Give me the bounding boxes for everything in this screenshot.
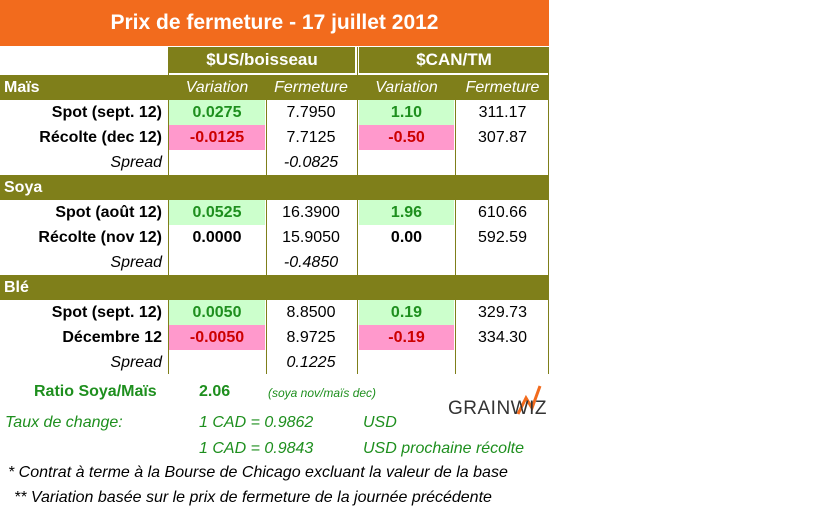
can-variation: -0.50 <box>359 125 454 150</box>
table-row: Spot (août 12) 0.0525 16.3900 1.96 610.6… <box>0 200 549 225</box>
subheader-us-fermeture: Fermeture <box>274 78 348 96</box>
exchange-unit2: USD prochaine récolte <box>363 440 524 457</box>
spread-value: -0.0825 <box>283 153 339 171</box>
grid-line <box>455 75 456 374</box>
row-label: Spot (août 12) <box>55 203 162 221</box>
us-variation: 0.0525 <box>169 200 265 225</box>
row-label: Décembre 12 <box>62 328 162 346</box>
table-row: Récolte (nov 12) 0.0000 15.9050 0.00 592… <box>0 225 549 250</box>
grid-line <box>266 75 267 374</box>
row-label: Récolte (dec 12) <box>39 128 162 146</box>
section-row-ble: Blé <box>0 275 549 300</box>
can-variation: 0.19 <box>359 300 454 325</box>
us-variation: -0.0125 <box>169 125 265 150</box>
ratio-value: 2.06 <box>199 383 231 400</box>
row-label: Spot (sept. 12) <box>51 103 162 121</box>
header-can: $CAN/TM <box>359 47 549 73</box>
us-variation: -0.0050 <box>169 325 265 350</box>
table-row: Récolte (dec 12) -0.0125 7.7125 -0.50 30… <box>0 125 549 150</box>
us-variation: 0.0000 <box>192 228 242 246</box>
can-close: 329.73 <box>478 303 527 321</box>
us-variation: 0.0275 <box>169 100 265 125</box>
us-close: 8.9725 <box>286 328 336 346</box>
section-row-mais: Maïs Variation Fermeture Variation Ferme… <box>0 75 549 100</box>
spread-label: Spread <box>110 353 162 371</box>
table-row: Spot (sept. 12) 0.0050 8.8500 0.19 329.7… <box>0 300 549 325</box>
spread-label: Spread <box>110 253 162 271</box>
footnote-2: ** Variation basée sur le prix de fermet… <box>14 489 492 506</box>
header-us: $US/boisseau <box>169 47 355 73</box>
exchange-line1: 1 CAD = 0.9862 <box>199 414 314 431</box>
table-row: Décembre 12 -0.0050 8.9725 -0.19 334.30 <box>0 325 549 350</box>
us-close: 8.8500 <box>286 303 336 321</box>
grid-line <box>168 47 169 374</box>
ratio-label: Ratio Soya/Maïs <box>34 383 157 400</box>
can-close: 307.87 <box>478 128 527 146</box>
can-close: 311.17 <box>478 103 527 121</box>
table-row: Spot (sept. 12) 0.0275 7.7950 1.10 311.1… <box>0 100 549 125</box>
spread-row: Spread 0.1225 <box>0 350 549 375</box>
row-label: Spot (sept. 12) <box>51 303 162 321</box>
can-close: 592.59 <box>478 228 527 246</box>
ratio-note: (soya nov/maïs dec) <box>268 386 377 400</box>
exchange-line2: 1 CAD = 0.9843 <box>199 440 314 457</box>
can-variation: -0.19 <box>359 325 454 350</box>
spread-row: Spread -0.4850 <box>0 250 549 275</box>
can-variation: 1.96 <box>359 200 454 225</box>
spread-row: Spread -0.0825 <box>0 150 549 175</box>
grainwiz-logo: GRAINWIZ <box>448 384 548 424</box>
exchange-unit1: USD <box>363 414 397 431</box>
us-close: 7.7950 <box>286 103 336 121</box>
us-close: 16.3900 <box>282 203 340 221</box>
logo-text: GRAINWIZ <box>448 398 547 419</box>
subheader-can-variation: Variation <box>375 78 438 96</box>
section-name: Blé <box>4 278 29 296</box>
spread-value: -0.4850 <box>283 253 339 271</box>
grid-line <box>357 47 358 374</box>
spread-label: Spread <box>110 153 162 171</box>
subheader-us-variation: Variation <box>185 78 249 96</box>
grid-line <box>548 47 549 374</box>
exchange-label: Taux de change: <box>5 414 123 431</box>
section-row-soya: Soya <box>0 175 549 200</box>
us-close: 7.7125 <box>286 128 336 146</box>
can-close: 334.30 <box>478 328 527 346</box>
us-close: 15.9050 <box>282 228 340 246</box>
section-name: Maïs <box>4 78 40 96</box>
row-label: Récolte (nov 12) <box>38 228 162 246</box>
can-variation: 0.00 <box>390 228 423 246</box>
can-close: 610.66 <box>478 203 527 221</box>
us-variation: 0.0050 <box>169 300 265 325</box>
logo-swoosh-icon <box>516 385 542 415</box>
spread-value: 0.1225 <box>286 353 336 371</box>
footnote-1: * Contrat à terme à la Bourse de Chicago… <box>8 464 508 481</box>
table-title: Prix de fermeture - 17 juillet 2012 <box>0 0 549 46</box>
can-variation: 1.10 <box>359 100 454 125</box>
subheader-can-fermeture: Fermeture <box>465 78 540 96</box>
section-name: Soya <box>4 178 43 196</box>
